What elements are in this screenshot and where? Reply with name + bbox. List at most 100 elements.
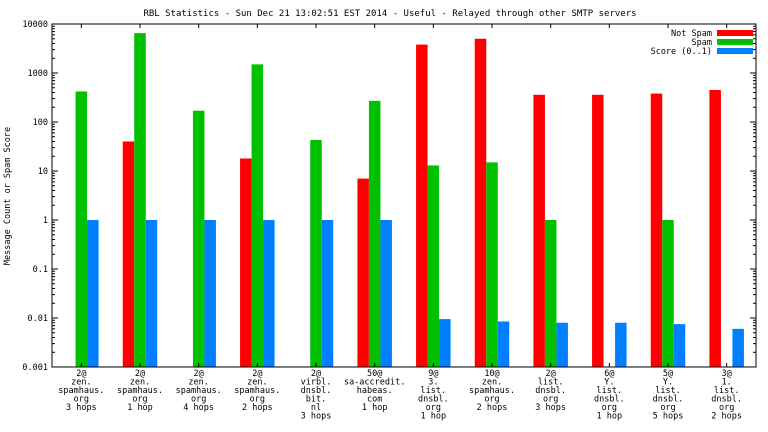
- x-tick-label-line: org: [484, 395, 499, 405]
- legend-swatch-1: [717, 39, 753, 45]
- bar-spam-2: [192, 110, 205, 368]
- bar-not-spam-5: [357, 178, 369, 367]
- x-tick-label-line: org: [191, 395, 206, 405]
- x-tick-label-line: spamhaus.: [117, 386, 163, 396]
- x-tick-label-line: org: [660, 403, 675, 413]
- x-tick-label-line: list.: [714, 386, 740, 396]
- bar-score-0-1-2: [204, 220, 216, 367]
- x-tick-label-line: virbl.: [301, 378, 332, 388]
- x-tick-label-line: org: [602, 403, 617, 413]
- legend-label-2: Score (0..1): [651, 47, 712, 57]
- x-tick-label-line: 3 hops: [66, 403, 97, 413]
- y-tick-label: 1: [43, 216, 48, 226]
- bar-score-0-1-3: [263, 220, 275, 367]
- x-tick-label-line: 2@: [252, 369, 262, 379]
- x-tick-label-line: 3 hops: [535, 403, 566, 413]
- x-tick-label-line: 3@: [722, 369, 732, 379]
- x-tick-label-line: com: [367, 395, 382, 405]
- x-tick-label-line: 2@: [135, 369, 145, 379]
- x-tick-label-line: org: [250, 395, 265, 405]
- x-tick-label-line: 6@: [604, 369, 614, 379]
- x-tick-label-line: dnsbl.: [535, 386, 566, 396]
- y-tick-label: 1000: [28, 69, 48, 79]
- bar-score-0-1-1: [145, 220, 158, 367]
- x-tick-label-line: org: [74, 395, 89, 405]
- x-tick-label-line: dnsbl.: [711, 395, 742, 405]
- bar-spam-6: [427, 165, 440, 367]
- x-tick-label-line: 1 hop: [127, 403, 153, 413]
- x-tick-label-line: zen.: [188, 378, 208, 388]
- bar-score-0-1-7: [497, 321, 510, 367]
- chart-title: RBL Statistics - Sun Dec 21 13:02:51 EST…: [143, 9, 636, 19]
- bar-not-spam-11: [709, 89, 721, 368]
- x-tick-label-line: org: [543, 395, 558, 405]
- x-tick-label-line: 5 hops: [653, 412, 684, 422]
- x-tick-label-line: zen.: [71, 378, 91, 388]
- x-tick-label-line: Y.: [663, 378, 673, 388]
- bar-score-0-1-8: [556, 322, 568, 367]
- legend-swatch-0: [717, 30, 753, 36]
- plot-frame: [51, 23, 757, 368]
- bar-score-0-1-10: [673, 324, 686, 367]
- x-tick-label-line: spamhaus.: [58, 386, 104, 396]
- x-tick-label-line: spamhaus.: [469, 386, 515, 396]
- x-tick-label-line: 2@: [76, 369, 86, 379]
- x-tick-label-line: list.: [421, 386, 447, 396]
- x-tick-label-line: org: [719, 403, 734, 413]
- bar-not-spam-10: [650, 93, 663, 367]
- y-tick-label: 10: [38, 167, 48, 177]
- x-tick-label-line: 2 hops: [711, 412, 742, 422]
- legend-label-0: Not Spam: [671, 29, 712, 39]
- bar-score-0-1-5: [380, 220, 392, 367]
- x-tick-label-line: 2 hops: [242, 403, 273, 413]
- x-tick-label-line: 3.: [428, 378, 438, 388]
- x-tick-label-line: 2@: [194, 369, 204, 379]
- x-tick-label-line: spamhaus.: [176, 386, 222, 396]
- x-tick-label-line: bit.: [306, 395, 326, 405]
- x-tick-label-line: zen.: [247, 378, 267, 388]
- y-tick-label: 100: [33, 118, 48, 128]
- legend-swatch-2: [717, 48, 753, 54]
- bar-not-spam-3: [240, 158, 252, 367]
- bar-score-0-1-0: [87, 220, 99, 367]
- bar-spam-3: [251, 64, 264, 368]
- x-tick-label-line: 3 hops: [301, 412, 332, 422]
- x-category-label-4: 2@virbl.dnsbl.bit.nl3 hops: [301, 369, 332, 422]
- x-tick-label-line: 1.: [722, 378, 732, 388]
- x-tick-label-line: 2 hops: [477, 403, 508, 413]
- axes-layer: 0.0010.010.11101001000100002@zen.spamhau…: [22, 20, 757, 422]
- bar-not-spam-1: [122, 141, 135, 367]
- bars-layer: [75, 33, 744, 368]
- x-tick-label-line: spamhaus.: [234, 386, 280, 396]
- bar-spam-7: [486, 162, 498, 367]
- bar-score-0-1-6: [439, 319, 451, 367]
- x-tick-label-line: 1 hop: [597, 412, 623, 422]
- bar-not-spam-6: [416, 44, 428, 368]
- bar-spam-10: [662, 220, 674, 367]
- y-tick-label: 0.01: [28, 314, 48, 324]
- x-tick-label-line: dnsbl.: [418, 395, 449, 405]
- x-tick-label-line: 5@: [663, 369, 673, 379]
- bar-score-0-1-4: [321, 220, 334, 367]
- bar-spam-8: [544, 220, 557, 367]
- bar-score-0-1-11: [732, 328, 744, 367]
- x-tick-label-line: org: [132, 395, 147, 405]
- x-tick-label-line: list.: [655, 386, 681, 396]
- x-tick-label-line: 1 hop: [362, 403, 388, 413]
- bar-spam-5: [368, 100, 381, 368]
- legend-label-1: Spam: [692, 38, 712, 48]
- x-tick-label-line: nl: [311, 403, 321, 413]
- y-tick-label: 10000: [22, 20, 48, 30]
- bar-score-0-1-9: [615, 322, 627, 367]
